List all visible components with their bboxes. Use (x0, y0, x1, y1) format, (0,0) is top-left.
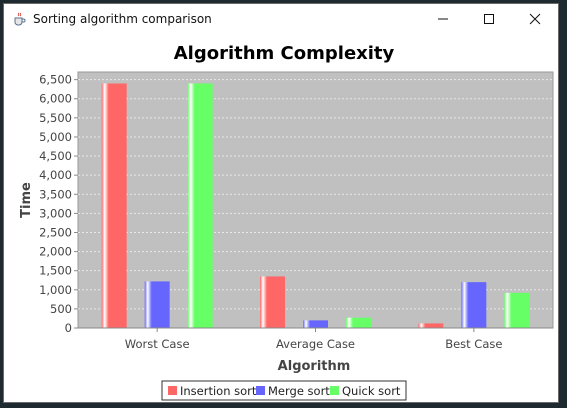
legend-box (161, 380, 407, 401)
chart-title: Algorithm Complexity (174, 43, 395, 64)
bar-merge-sort-worst-case (144, 281, 170, 328)
y-tick-label: 6,000 (39, 92, 72, 106)
y-tick-label: 5,000 (39, 130, 72, 144)
bar-insertion-sort-best-case (418, 323, 444, 328)
bar-quick-sort-average-case (346, 317, 371, 328)
legend-swatch (330, 386, 339, 395)
minimize-icon (437, 10, 449, 29)
x-tick-label: Average Case (276, 337, 355, 351)
legend: Insertion sort Merge sort Quick sort (161, 380, 407, 401)
x-axis-label: Algorithm (278, 359, 351, 374)
legend-swatch (168, 386, 177, 395)
chart-area: Algorithm Complexity 0 500 1,000 1,500 2,000… (4, 34, 560, 404)
y-tick-label: 1,000 (39, 283, 72, 297)
close-button[interactable] (512, 4, 558, 34)
bar-merge-sort-average-case (303, 320, 328, 328)
bar-quick-sort-best-case (504, 292, 530, 328)
title-bar[interactable]: Sorting algorithm comparison (4, 4, 558, 34)
java-cup-icon (11, 11, 27, 27)
y-tick-label: 2,000 (39, 245, 72, 259)
bar-insertion-sort-worst-case (101, 83, 127, 329)
y-tick-label: 5,500 (39, 111, 72, 125)
bar-insertion-sort-average-case (260, 276, 285, 328)
y-tick-label: 500 (50, 302, 72, 316)
legend-label: Quick sort (342, 384, 401, 398)
x-tick-label: Worst Case (125, 337, 190, 351)
y-tick-label: 2,500 (39, 225, 72, 239)
y-tick-label: 1,500 (39, 264, 72, 278)
legend-label: Insertion sort (180, 384, 257, 398)
y-tick-label: 4,500 (39, 149, 72, 163)
bar-quick-sort-worst-case (187, 83, 213, 329)
y-tick-label: 3,500 (39, 187, 72, 201)
maximize-button[interactable] (466, 4, 512, 34)
window-title: Sorting algorithm comparison (33, 12, 212, 26)
maximize-icon (483, 10, 495, 29)
minimize-button[interactable] (420, 4, 466, 34)
y-tick-label: 4,000 (39, 168, 72, 182)
legend-swatch (256, 386, 265, 395)
y-axis-label: Time (19, 182, 34, 218)
close-icon (529, 10, 541, 29)
y-tick-label: 3,000 (39, 206, 72, 220)
bar-merge-sort-best-case (461, 282, 487, 328)
bar-chart: Algorithm Complexity 0 500 1,000 1,500 2,000… (19, 43, 554, 401)
x-tick-label: Best Case (445, 337, 502, 351)
y-tick-label: 6,500 (39, 73, 72, 87)
app-window: Sorting algorithm comparison Algorit (3, 3, 559, 403)
y-tick-label: 0 (65, 321, 72, 335)
legend-label: Merge sort (268, 384, 330, 398)
